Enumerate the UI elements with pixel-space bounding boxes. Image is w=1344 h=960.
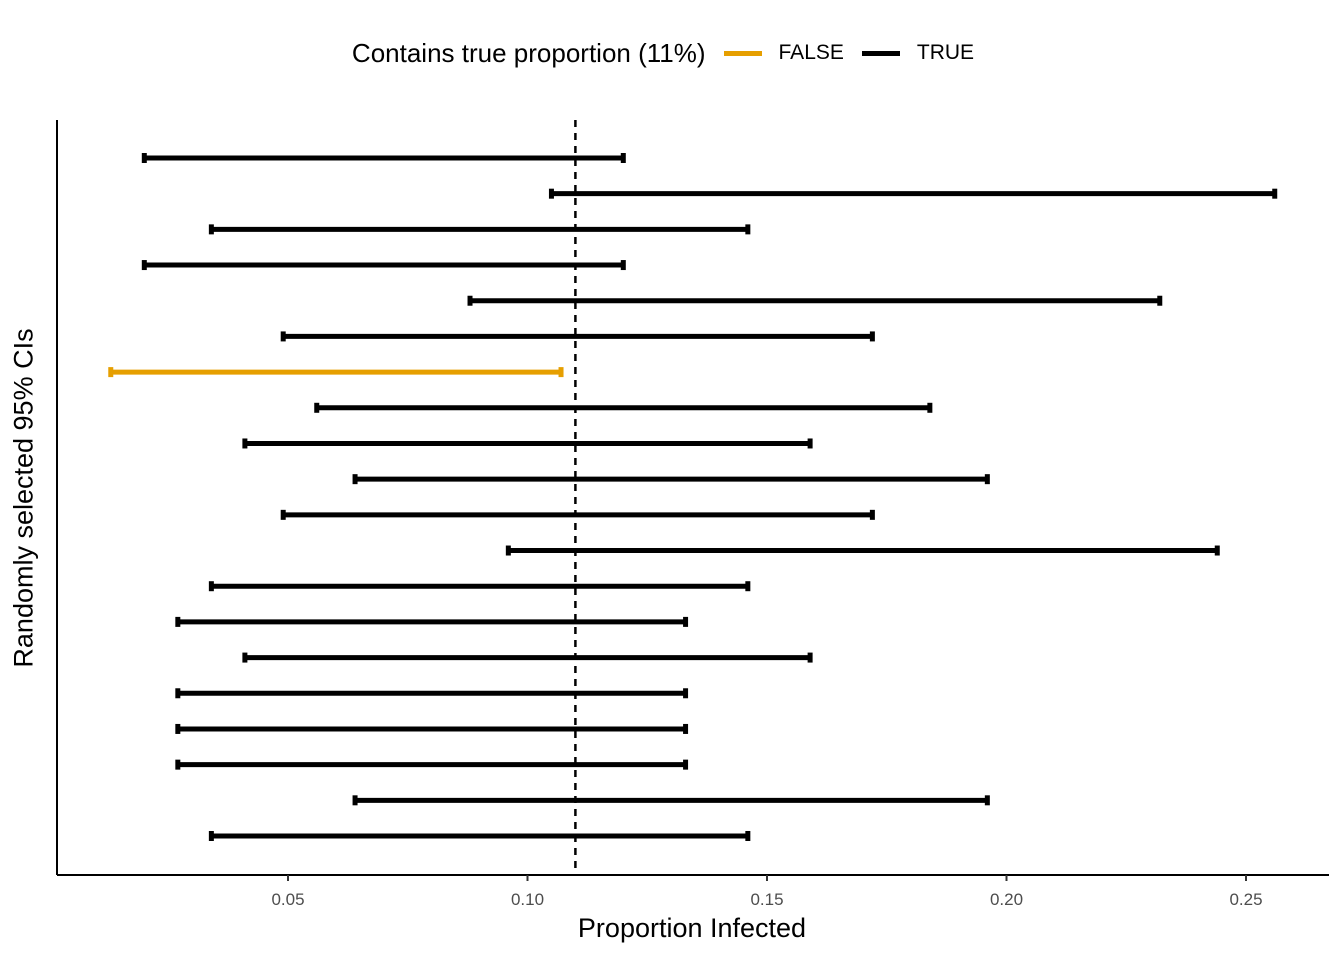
legend-item-true: TRUE bbox=[861, 41, 975, 65]
x-tick-label: 0.15 bbox=[750, 890, 783, 909]
x-tick-label: 0.20 bbox=[990, 890, 1023, 909]
legend-item-false: FALSE bbox=[723, 41, 844, 65]
legend: Contains true proportion (11%) FALSE TRU… bbox=[0, 36, 1344, 70]
legend-key-false bbox=[723, 50, 762, 56]
x-tick-label: 0.10 bbox=[511, 890, 544, 909]
x-tick-label: 0.05 bbox=[271, 890, 304, 909]
y-axis-title: Randomly selected 95% CIs bbox=[8, 328, 39, 668]
x-axis-title: Proportion Infected bbox=[577, 913, 807, 943]
x-tick-label: 0.25 bbox=[1229, 890, 1262, 909]
legend-label-true: TRUE bbox=[916, 41, 975, 64]
legend-key-true bbox=[861, 50, 900, 56]
legend-title: Contains true proportion (11%) bbox=[351, 37, 706, 68]
legend-label-false: FALSE bbox=[778, 41, 844, 64]
